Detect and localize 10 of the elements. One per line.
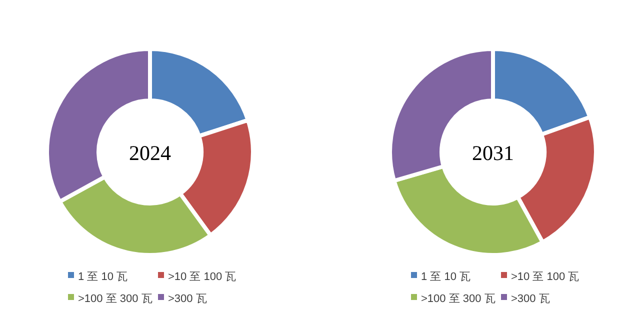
- legend-label: >300 瓦: [511, 293, 550, 305]
- legend-label: >100 至 300 瓦: [78, 293, 152, 305]
- legend-label: >10 至 100 瓦: [511, 271, 580, 283]
- legend-label: >300 瓦: [168, 293, 207, 305]
- legend-label: >10 至 100 瓦: [168, 271, 236, 283]
- legend-label: 1 至 10 瓦: [78, 271, 128, 283]
- text: 2031: [472, 141, 514, 165]
- text: 2024: [129, 141, 172, 165]
- legend-label: 1 至 10 瓦: [421, 271, 471, 283]
- legend-label: >100 至 300 瓦: [421, 293, 496, 305]
